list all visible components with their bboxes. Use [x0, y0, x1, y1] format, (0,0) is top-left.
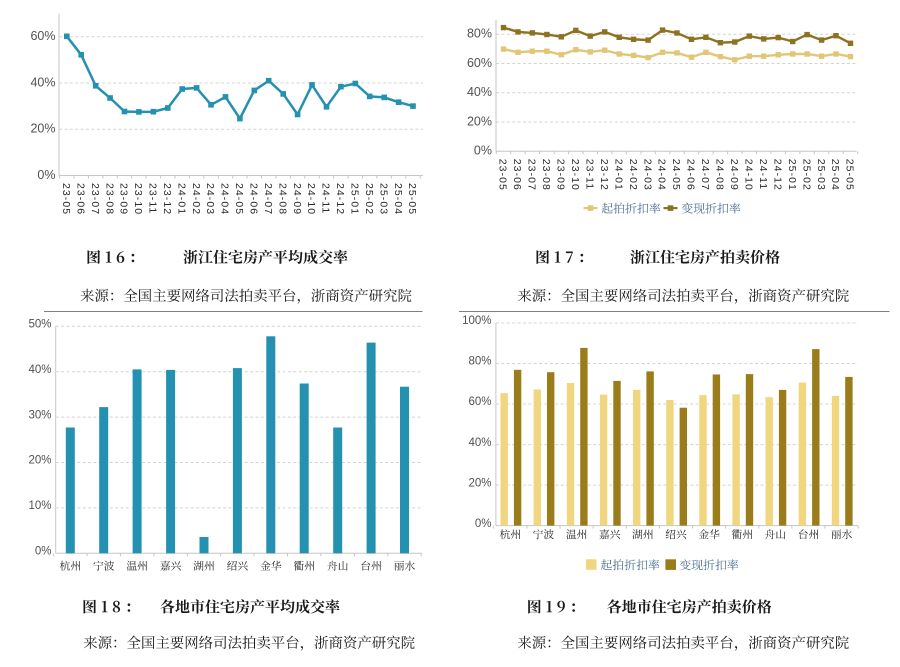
- svg-text:100%: 100%: [462, 315, 491, 327]
- svg-text:23-07: 23-07: [526, 159, 538, 191]
- svg-text:23-05: 23-05: [497, 159, 509, 191]
- svg-text:25-04: 25-04: [829, 159, 841, 191]
- svg-text:25-03: 25-03: [377, 183, 389, 215]
- svg-text:20%: 20%: [28, 455, 51, 467]
- svg-text:24-10: 24-10: [743, 159, 755, 191]
- svg-text:23-08: 23-08: [103, 183, 115, 215]
- svg-text:24-01: 24-01: [175, 183, 187, 215]
- svg-text:25-02: 25-02: [363, 183, 375, 215]
- svg-text:10%: 10%: [28, 500, 51, 512]
- svg-text:0%: 0%: [474, 144, 492, 158]
- svg-text:24-01: 24-01: [612, 159, 624, 191]
- svg-text:23-09: 23-09: [555, 159, 567, 191]
- svg-text:80%: 80%: [467, 27, 492, 41]
- svg-text:23-06: 23-06: [74, 183, 86, 215]
- svg-text:25-01: 25-01: [786, 159, 798, 191]
- svg-text:40%: 40%: [28, 364, 51, 376]
- svg-text:23-12: 23-12: [598, 159, 610, 191]
- svg-text:23-10: 23-10: [132, 183, 144, 215]
- svg-text:24-08: 24-08: [714, 159, 726, 191]
- svg-text:25-03: 25-03: [815, 159, 827, 191]
- svg-text:23-10: 23-10: [569, 159, 581, 191]
- svg-text:30%: 30%: [28, 409, 51, 421]
- svg-text:24-11: 24-11: [757, 159, 769, 190]
- svg-text:24-08: 24-08: [276, 183, 288, 215]
- svg-text:24-03: 24-03: [641, 159, 653, 191]
- svg-text:24-05: 24-05: [233, 183, 245, 215]
- svg-text:25-02: 25-02: [800, 159, 812, 191]
- svg-text:25-01: 25-01: [349, 183, 361, 215]
- svg-text:23-08: 23-08: [540, 159, 552, 191]
- svg-text:40%: 40%: [468, 437, 491, 449]
- svg-text:50%: 50%: [28, 319, 51, 331]
- svg-text:40%: 40%: [30, 75, 55, 89]
- svg-text:24-07: 24-07: [699, 159, 711, 191]
- svg-text:23-06: 23-06: [511, 159, 523, 191]
- svg-text:20%: 20%: [467, 114, 492, 128]
- svg-text:24-12: 24-12: [771, 159, 783, 191]
- svg-text:60%: 60%: [30, 29, 55, 43]
- svg-text:24-04: 24-04: [656, 159, 668, 191]
- svg-text:24-09: 24-09: [728, 159, 740, 191]
- svg-text:23-05: 23-05: [60, 183, 72, 215]
- svg-text:80%: 80%: [468, 356, 491, 368]
- svg-text:24-10: 24-10: [305, 183, 317, 215]
- svg-text:24-12: 24-12: [334, 183, 346, 215]
- svg-text:0%: 0%: [35, 546, 52, 558]
- svg-text:60%: 60%: [468, 396, 491, 408]
- svg-text:23-11: 23-11: [583, 159, 595, 190]
- svg-text:24-04: 24-04: [219, 183, 231, 215]
- svg-text:24-05: 24-05: [670, 159, 682, 191]
- svg-text:25-05: 25-05: [406, 183, 418, 215]
- svg-text:23-09: 23-09: [118, 183, 130, 215]
- svg-text:25-05: 25-05: [844, 159, 856, 191]
- svg-text:24-03: 24-03: [204, 183, 216, 215]
- svg-text:0%: 0%: [37, 168, 55, 182]
- svg-text:24-09: 24-09: [291, 183, 303, 215]
- svg-text:25-04: 25-04: [392, 183, 404, 215]
- svg-text:24-02: 24-02: [190, 183, 202, 215]
- svg-text:24-11: 24-11: [320, 183, 332, 214]
- svg-text:60%: 60%: [467, 56, 492, 70]
- svg-text:24-06: 24-06: [685, 159, 697, 191]
- svg-text:24-07: 24-07: [262, 183, 274, 215]
- svg-text:20%: 20%: [30, 122, 55, 136]
- svg-text:24-02: 24-02: [627, 159, 639, 191]
- svg-text:23-11: 23-11: [147, 183, 159, 214]
- svg-text:20%: 20%: [468, 477, 491, 489]
- svg-text:24-06: 24-06: [248, 183, 260, 215]
- svg-text:23-07: 23-07: [89, 183, 101, 215]
- svg-text:23-12: 23-12: [161, 183, 173, 215]
- svg-text:0%: 0%: [475, 518, 492, 530]
- svg-text:40%: 40%: [467, 85, 492, 99]
